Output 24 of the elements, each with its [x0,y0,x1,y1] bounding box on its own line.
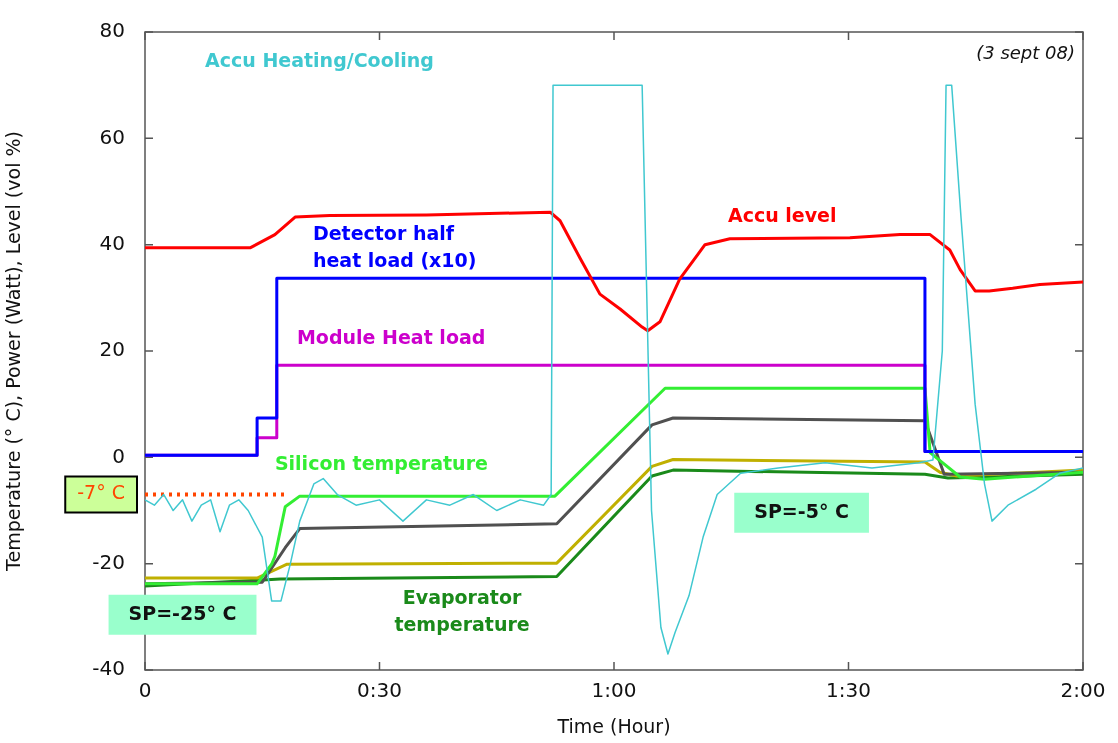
y-tick-label: -40 [92,656,125,681]
x-axis-title: Time (Hour) [556,714,671,737]
y-tick-label: 60 [99,124,125,149]
annotation: (3 sept 08) [976,41,1075,63]
x-tick-label: 1:30 [826,678,871,703]
y-tick-label: 20 [99,337,125,362]
annotation: -7° C [77,481,126,504]
series-label: Accu level [727,203,837,226]
y-tick-label: 0 [112,443,125,468]
series-label: Silicon temperature [274,452,488,475]
y-tick-label: 40 [99,230,125,255]
annotation: SP=-25° C [128,601,237,624]
x-tick-label: 0:30 [357,678,402,703]
series-label: Module Heat load [296,325,486,348]
y-axis-title: Temperature (° C), Power (Watt), Level (vol %) [2,131,25,572]
series-label: Evaporator temperature [394,585,530,635]
y-tick-label: -20 [92,549,125,574]
series-label: Detector half heat load (x10) [312,221,477,271]
x-tick-label: 0 [138,678,152,703]
y-tick-label: 80 [99,18,125,43]
annotation: SP=-5° C [754,499,849,522]
x-tick-label: 2:00 [1060,678,1106,703]
x-tick-label: 1:00 [591,678,637,703]
text: Accu Heating/Cooling [205,48,434,71]
